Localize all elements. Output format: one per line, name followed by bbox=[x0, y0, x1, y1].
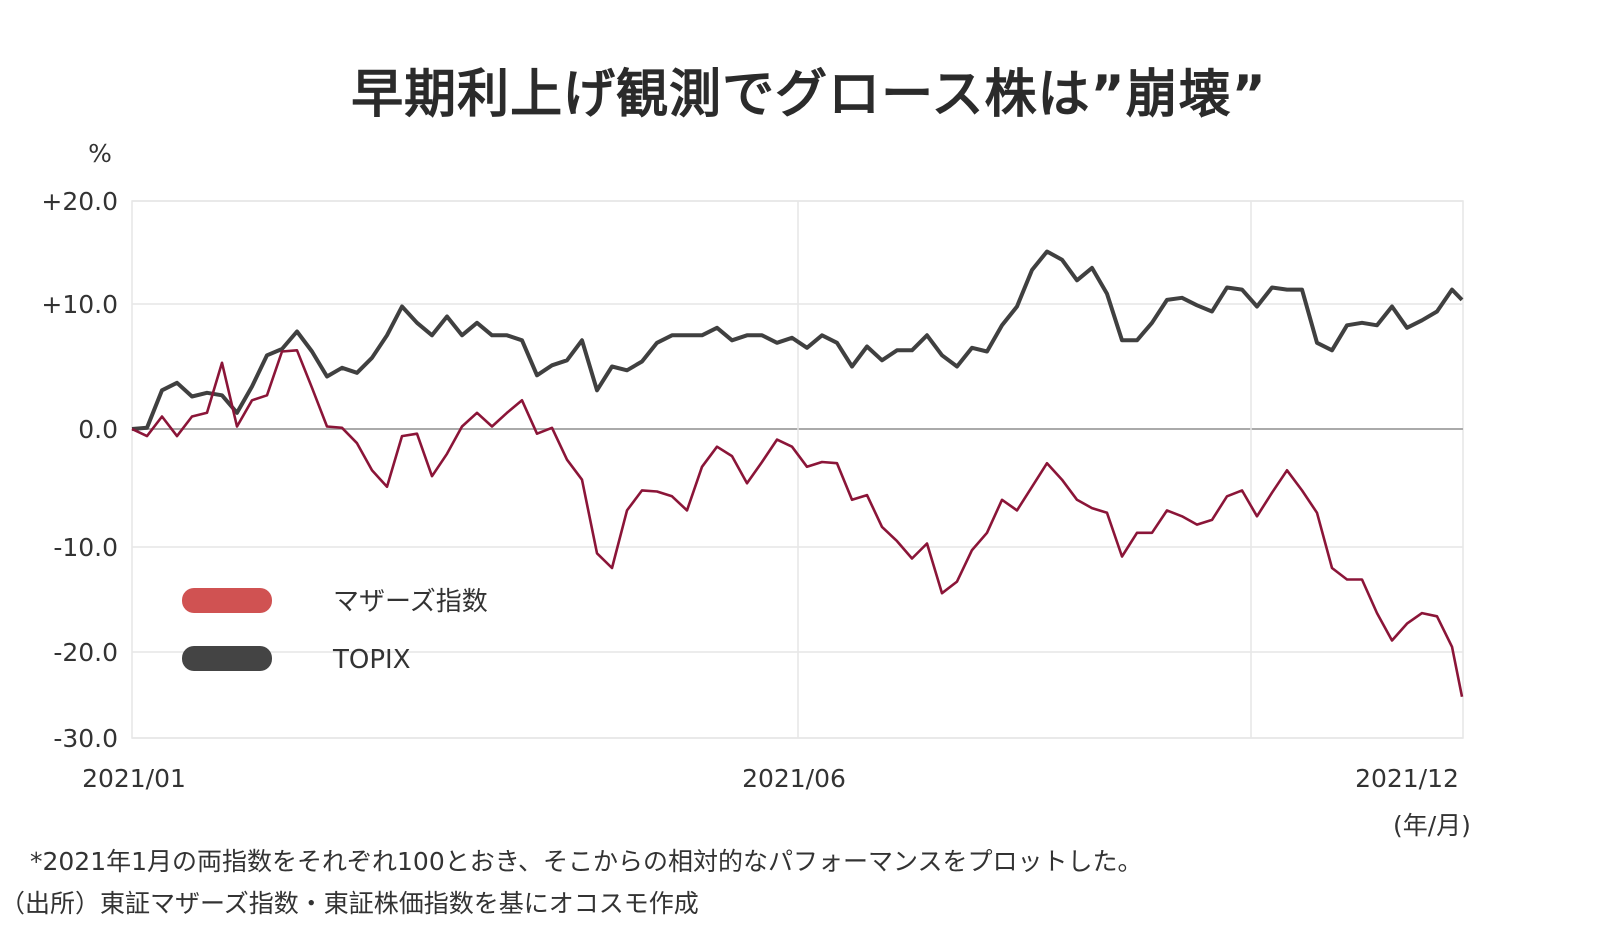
legend-swatch-topix bbox=[182, 646, 272, 671]
x-tick-label: 2021/01 bbox=[82, 764, 186, 793]
legend: マザーズ指数 TOPIX bbox=[182, 587, 488, 675]
legend-label-topix: TOPIX bbox=[332, 645, 411, 675]
y-axis-unit: % bbox=[88, 139, 112, 168]
y-tick-label: 0.0 bbox=[78, 415, 118, 444]
y-tick-label: -10.0 bbox=[53, 533, 118, 562]
y-tick-label: +10.0 bbox=[41, 290, 118, 319]
footnote: *2021年1月の両指数をそれぞれ100とおき、そこからの相対的なパフォーマンス… bbox=[30, 847, 1143, 876]
x-tick-label: 2021/06 bbox=[742, 764, 846, 793]
y-tick-label: +20.0 bbox=[41, 187, 118, 216]
series-line-topix bbox=[131, 249, 1464, 431]
legend-label-mothers: マザーズ指数 bbox=[333, 587, 488, 617]
legend-swatch-mothers bbox=[182, 588, 272, 613]
chart-title: 早期利上げ観測でグロース株は”崩壊” bbox=[351, 65, 1267, 125]
x-tick-label: 2021/12 bbox=[1355, 764, 1459, 793]
y-tick-label: -20.0 bbox=[53, 638, 118, 667]
y-tick-label: -30.0 bbox=[53, 724, 118, 753]
x-axis-unit: (年/月) bbox=[1393, 811, 1471, 840]
series-line-mothers bbox=[131, 348, 1464, 697]
source-note: （出所）東証マザーズ指数・東証株価指数を基にオコスモ作成 bbox=[0, 889, 699, 918]
